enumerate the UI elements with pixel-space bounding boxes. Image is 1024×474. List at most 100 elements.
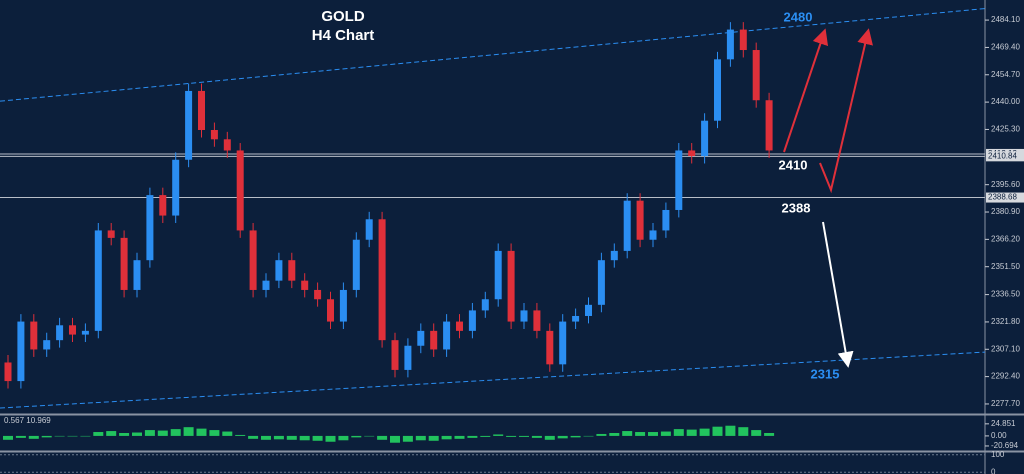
histogram-bar <box>183 427 194 436</box>
histogram-bar <box>28 435 39 439</box>
candle-body <box>159 195 167 216</box>
histogram-bar <box>15 435 26 438</box>
candle-body <box>649 230 657 240</box>
candle-body <box>210 130 218 140</box>
candle-body <box>456 321 463 331</box>
histogram-bar <box>144 430 155 436</box>
price-label-box <box>986 192 1024 203</box>
histogram-bar <box>531 435 542 438</box>
y-tick-label: 2366.20 <box>991 234 1020 243</box>
histogram-bar <box>609 433 620 436</box>
candle-body <box>146 195 154 261</box>
histogram-bar <box>480 435 491 437</box>
candle-body <box>288 260 296 281</box>
candle-body <box>726 29 734 60</box>
histogram-bar <box>312 435 323 441</box>
channel-line <box>0 351 986 409</box>
annotation: 2480 <box>784 9 813 24</box>
annotation: 2315 <box>811 366 840 381</box>
price-label: 2388.68 <box>988 193 1017 202</box>
candle-body <box>339 289 347 322</box>
histogram-bar <box>377 435 388 440</box>
histogram-bar <box>3 435 13 440</box>
chart-subtitle: H4 Chart <box>312 27 375 44</box>
histogram-bar <box>235 434 246 436</box>
histogram-bar <box>54 435 65 437</box>
candle-body <box>739 29 747 51</box>
histogram-bar <box>106 431 117 436</box>
candle-body <box>701 120 709 157</box>
candle-body <box>275 260 283 281</box>
y-tick-label: 2380.90 <box>991 207 1020 216</box>
y-tick-label: 2307.10 <box>991 344 1020 353</box>
candle-body <box>185 90 193 160</box>
candle-body <box>314 289 322 300</box>
candle-body <box>585 304 592 316</box>
histogram-bar <box>764 433 775 436</box>
histogram-bar <box>41 435 52 438</box>
histogram-bar <box>196 428 207 436</box>
histogram-bar <box>454 435 465 439</box>
candle-body <box>520 310 528 322</box>
candle-body <box>365 219 373 240</box>
candle-body <box>30 321 38 350</box>
y-tick-label: 2454.70 <box>991 70 1020 79</box>
histogram-bar <box>519 435 529 437</box>
candle-body <box>223 139 231 151</box>
y-tick-label: 2425.30 <box>991 125 1020 134</box>
histogram-bar <box>506 435 517 437</box>
candle-body <box>120 237 128 290</box>
histogram-bar <box>325 435 336 442</box>
histogram-bar <box>673 429 684 436</box>
histogram-bar <box>209 430 220 436</box>
candle-body <box>4 362 12 382</box>
histogram-bar <box>635 432 646 436</box>
histogram-bar <box>261 435 271 440</box>
candle-body <box>714 59 721 121</box>
candle-body <box>662 209 670 231</box>
candle-body <box>352 239 360 290</box>
candle-body <box>572 315 580 322</box>
candle-body <box>481 299 489 311</box>
candle-body <box>301 280 309 290</box>
histogram-bar <box>467 435 478 438</box>
y-tick-label: 100 <box>991 450 1005 459</box>
histogram-bar <box>557 435 568 439</box>
candle-body <box>327 299 334 322</box>
candle-body <box>546 330 554 365</box>
y-tick-label: 2440.00 <box>991 97 1020 106</box>
candle-body <box>236 150 244 231</box>
histogram-bar <box>493 434 504 436</box>
candle-body <box>752 50 760 101</box>
histogram-bar <box>222 431 233 436</box>
y-tick-label: 2321.80 <box>991 317 1020 326</box>
histogram-bar <box>299 435 310 441</box>
price-label: 2410.84 <box>988 151 1017 160</box>
histogram-bar <box>273 435 284 440</box>
candle-body <box>610 250 618 261</box>
candle-body <box>56 325 64 341</box>
y-tick-label: 2395.60 <box>991 180 1020 189</box>
candle-body <box>404 345 412 370</box>
candle-body <box>172 159 180 216</box>
candle-body <box>198 90 205 131</box>
histogram-bar <box>390 435 400 443</box>
chart-title: GOLD <box>321 8 364 25</box>
channel-line <box>0 8 986 102</box>
candle-body <box>430 330 438 350</box>
histogram-bar <box>338 435 349 441</box>
histogram-bar <box>686 429 697 436</box>
candle-body <box>249 230 257 290</box>
candle-body <box>533 310 541 331</box>
y-tick-label: 2336.50 <box>991 290 1020 299</box>
histogram-bar <box>622 431 633 436</box>
annotation: 2388 <box>782 200 811 215</box>
candle-body <box>636 200 644 240</box>
candle-body <box>675 150 683 210</box>
candle-body <box>262 280 270 290</box>
histogram-bar <box>93 432 104 436</box>
histogram-bar <box>119 433 130 436</box>
candle-body <box>765 100 773 151</box>
